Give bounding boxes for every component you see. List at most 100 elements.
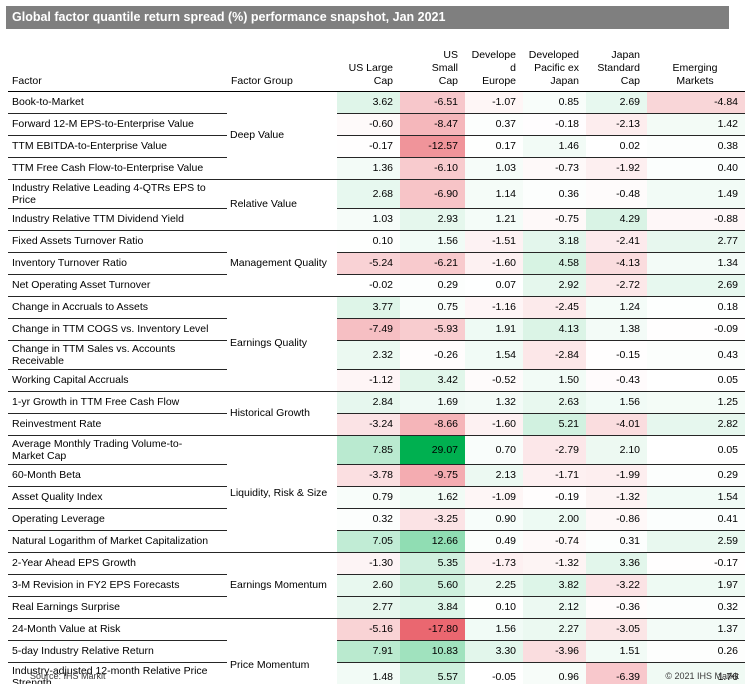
factor-name-cell: Industry Relative TTM Dividend Yield — [8, 208, 227, 231]
factor-name-cell: Industry Relative Leading 4-QTRs EPS to … — [8, 179, 227, 209]
value-cell: 0.49 — [465, 530, 523, 553]
factor-name-cell: Reinvestment Rate — [8, 413, 227, 436]
value-cell: 1.50 — [523, 369, 586, 392]
value-cell: 29.07 — [400, 435, 465, 465]
value-cell: 1.03 — [465, 157, 523, 180]
value-cell: 1.54 — [465, 340, 523, 370]
table-row: Asset Quality Index 0.79 1.62 -1.09 -0.19 -1.… — [8, 486, 745, 509]
value-cell: -5.24 — [337, 252, 400, 275]
factor-group-cell: Historical Growth — [227, 391, 337, 436]
value-cell: 0.40 — [647, 157, 745, 180]
value-cell: -3.05 — [586, 618, 647, 641]
value-cell: 3.18 — [523, 230, 586, 253]
table-row: 2-Year Ahead EPS Growth Earnings Momentum… — [8, 552, 745, 619]
factor-name-cell: Asset Quality Index — [8, 486, 227, 509]
factor-group-cell: Deep Value — [227, 91, 337, 180]
table-row: Natural Logarithm of Market Capitalizati… — [8, 530, 745, 553]
value-cell: 1.42 — [647, 113, 745, 136]
value-cell: -4.84 — [647, 91, 745, 114]
column-header-developed-europe: Develope d Europe — [465, 33, 523, 92]
table-row: 5-day Industry Relative Return 7.91 10.83 3… — [8, 640, 745, 663]
value-cell: 3.42 — [400, 369, 465, 392]
table-row: 60-Month Beta -3.78 -9.75 2.13 -1.71 -1.99 0.2… — [8, 464, 745, 487]
value-cell: 1.49 — [647, 179, 745, 209]
value-cell: -6.10 — [400, 157, 465, 180]
value-cell: 2.12 — [523, 596, 586, 619]
value-cell: 2.13 — [465, 464, 523, 487]
page-title: Global factor quantile return spread (%)… — [12, 10, 446, 24]
factor-name-cell: Fixed Assets Turnover Ratio — [8, 230, 227, 253]
value-cell: 0.32 — [647, 596, 745, 619]
value-cell: -0.19 — [523, 486, 586, 509]
factor-name-cell: 3-M Revision in FY2 EPS Forecasts — [8, 574, 227, 597]
value-cell: 0.37 — [465, 113, 523, 136]
value-cell: -0.52 — [465, 369, 523, 392]
factor-name-cell: Change in TTM COGS vs. Inventory Level — [8, 318, 227, 341]
value-cell: -1.12 — [337, 369, 400, 392]
value-cell: 0.10 — [337, 230, 400, 253]
value-cell: 2.00 — [523, 508, 586, 531]
table-row: Inventory Turnover Ratio -5.24 -6.21 -1.60 4… — [8, 252, 745, 275]
factor-name-cell: 5-day Industry Relative Return — [8, 640, 227, 663]
value-cell: 0.43 — [647, 340, 745, 370]
value-cell: -0.73 — [523, 157, 586, 180]
value-cell: 1.56 — [465, 618, 523, 641]
value-cell: -0.74 — [523, 530, 586, 553]
value-cell: 1.38 — [586, 318, 647, 341]
value-cell: 3.84 — [400, 596, 465, 619]
factor-name-cell: Industry-adjusted 12-month Relative Pric… — [8, 662, 227, 684]
value-cell: -7.49 — [337, 318, 400, 341]
value-cell: 0.75 — [400, 296, 465, 319]
value-cell: 0.29 — [400, 274, 465, 297]
value-cell: -0.05 — [465, 662, 523, 684]
value-cell: -8.66 — [400, 413, 465, 436]
factor-name-cell: Working Capital Accruals — [8, 369, 227, 392]
value-cell: -0.36 — [586, 596, 647, 619]
table-row: Working Capital Accruals -1.12 3.42 -0.52 1.… — [8, 369, 745, 392]
value-cell: -0.17 — [647, 552, 745, 575]
table-row: 3-M Revision in FY2 EPS Forecasts 2.60 5.6… — [8, 574, 745, 597]
value-cell: -17.80 — [400, 618, 465, 641]
value-cell: -6.51 — [400, 91, 465, 114]
value-cell: 0.38 — [647, 135, 745, 158]
value-cell: -5.16 — [337, 618, 400, 641]
value-cell: 3.62 — [337, 91, 400, 114]
value-cell: -5.93 — [400, 318, 465, 341]
table-row: Net Operating Asset Turnover -0.02 0.29 0.0… — [8, 274, 745, 297]
value-cell: 1.24 — [586, 296, 647, 319]
factor-name-cell: Book-to-Market — [8, 91, 227, 114]
value-cell: -1.30 — [337, 552, 400, 575]
value-cell: -4.01 — [586, 413, 647, 436]
value-cell: -0.15 — [586, 340, 647, 370]
value-cell: -0.02 — [337, 274, 400, 297]
value-cell: 7.85 — [337, 435, 400, 465]
value-cell: -0.60 — [337, 113, 400, 136]
value-cell: 1.76 — [647, 662, 745, 684]
value-cell: 1.32 — [465, 391, 523, 414]
value-cell: -2.45 — [523, 296, 586, 319]
factor-name-cell: 60-Month Beta — [8, 464, 227, 487]
value-cell: -3.96 — [523, 640, 586, 663]
table-row: Reinvestment Rate -3.24 -8.66 -1.60 5.21 -4.0… — [8, 413, 745, 436]
value-cell: 0.85 — [523, 91, 586, 114]
value-cell: -0.18 — [523, 113, 586, 136]
value-cell: -1.16 — [465, 296, 523, 319]
factor-name-cell: Change in Accruals to Assets — [8, 296, 227, 319]
value-cell: 5.60 — [400, 574, 465, 597]
factor-name-cell: 24-Month Value at Risk — [8, 618, 227, 641]
table-row: TTM Free Cash Flow-to-Enterprise Value 1.… — [8, 157, 745, 180]
value-cell: -6.39 — [586, 662, 647, 684]
value-cell: -2.72 — [586, 274, 647, 297]
value-cell: 0.18 — [647, 296, 745, 319]
factor-name-cell: TTM EBITDA-to-Enterprise Value — [8, 135, 227, 158]
value-cell: 5.21 — [523, 413, 586, 436]
factor-name-cell: Average Monthly Trading Volume-to-Market… — [8, 435, 227, 465]
value-cell: 3.30 — [465, 640, 523, 663]
value-cell: 1.54 — [647, 486, 745, 509]
factor-group-cell: Relative Value — [227, 179, 337, 231]
value-cell: -6.21 — [400, 252, 465, 275]
value-cell: 1.37 — [647, 618, 745, 641]
value-cell: 2.82 — [647, 413, 745, 436]
table-row: Forward 12-M EPS-to-Enterprise Value -0.6… — [8, 113, 745, 136]
